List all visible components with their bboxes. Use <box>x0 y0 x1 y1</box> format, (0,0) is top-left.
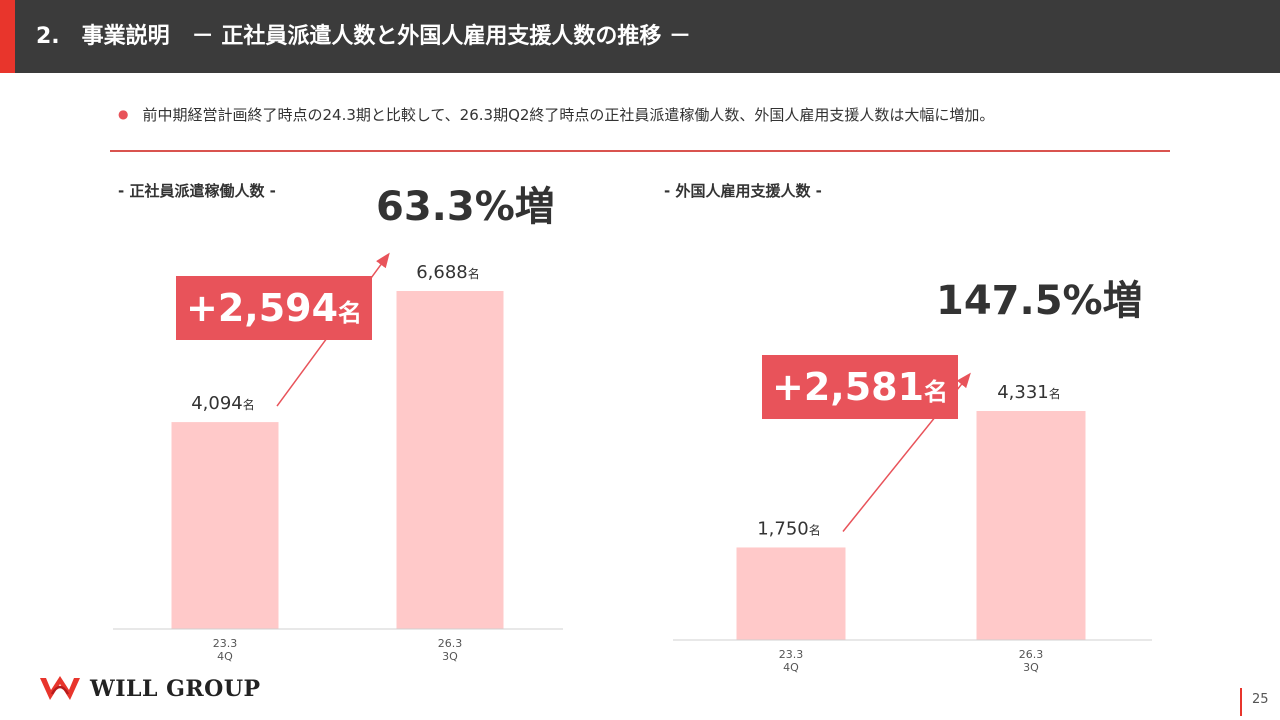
chart2-increase-unit: 名 <box>924 378 949 406</box>
chart2-category-label-2-1: 26.3 <box>1019 648 1044 661</box>
logo-text: WILL GROUP <box>90 676 261 702</box>
chart1-category-label-2-2: 3Q <box>442 650 458 663</box>
chart1-title: - 正社員派遣稼働人数 - <box>118 182 276 200</box>
chart2-category-label-1-2: 4Q <box>783 661 799 674</box>
chart1-growth-label: 63.3%増 <box>376 184 555 230</box>
chart2-value-label-2: 4,331名 <box>997 382 1061 403</box>
chart2-title: - 外国人雇用支援人数 - <box>664 182 822 200</box>
chart2-category-label-2-2: 3Q <box>1023 661 1039 674</box>
page-number-accent <box>1240 688 1242 716</box>
chart2-category-label-1-1: 23.3 <box>779 648 804 661</box>
chart1-value-label-2: 6,688名 <box>416 262 480 283</box>
page-number: 25 <box>1252 692 1269 707</box>
chart1-category-label-1-1: 23.3 <box>213 637 238 650</box>
bullet-dot-icon: ● <box>118 107 129 121</box>
chart1-increase-unit: 名 <box>338 299 363 327</box>
chart1-increase-value: +2,594 <box>186 286 339 330</box>
chart1-bar-2 <box>396 291 504 629</box>
chart2-increase-value: +2,581 <box>772 365 925 409</box>
chart2-value-label-1: 1,750名 <box>757 518 821 539</box>
header-accent <box>0 0 15 73</box>
header-bar: 2. 事業説明 － 正社員派遣人数と外国人雇用支援人数の推移 － <box>0 0 1280 73</box>
chart1-value-label-1: 4,094名 <box>191 393 255 414</box>
summary-bullet: ● 前中期経営計画終了時点の24.3期と比較して、26.3期Q2終了時点の正社員派… <box>118 104 994 125</box>
section-title: 事業説明 － 正社員派遣人数と外国人雇用支援人数の推移 － <box>81 24 691 49</box>
chart1-category-label-2-1: 26.3 <box>438 637 463 650</box>
company-logo: WILL GROUP <box>38 672 261 706</box>
section-divider <box>110 150 1170 152</box>
page-title: 2. 事業説明 － 正社員派遣人数と外国人雇用支援人数の推移 － <box>36 0 691 73</box>
chart2-increase-badge: +2,581名 <box>762 355 959 419</box>
chart2-growth-label: 147.5%増 <box>936 278 1143 324</box>
section-number: 2. <box>36 24 60 49</box>
chart2-bar-1 <box>736 547 846 640</box>
chart1-increase-badge: +2,594名 <box>176 276 373 340</box>
logo-mark-icon <box>40 676 80 700</box>
chart2-bar-2 <box>976 411 1086 640</box>
chart1-category-label-1-2: 4Q <box>217 650 233 663</box>
chart1-bar-1 <box>171 422 279 629</box>
summary-text: 前中期経営計画終了時点の24.3期と比較して、26.3期Q2終了時点の正社員派遣… <box>142 106 995 124</box>
